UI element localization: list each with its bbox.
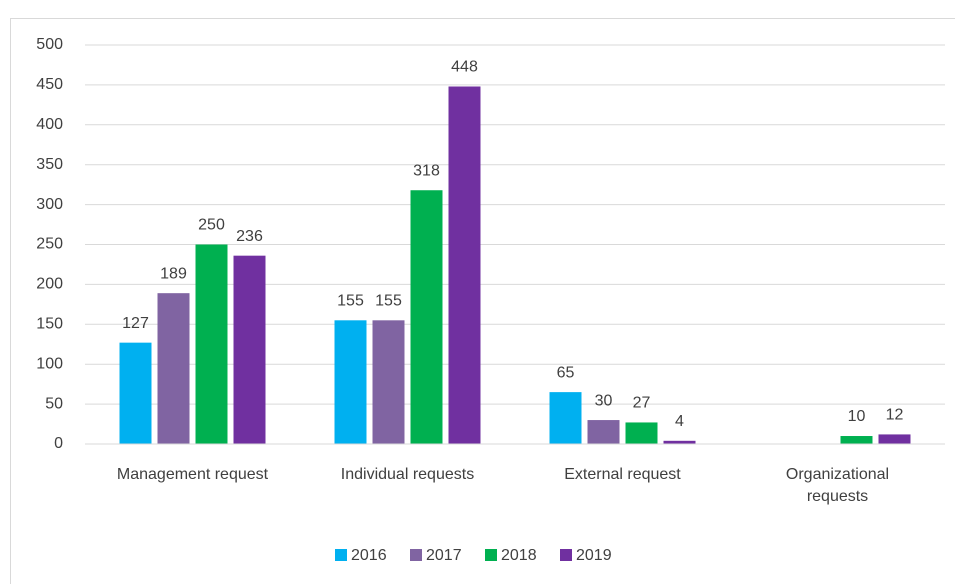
bar — [625, 422, 658, 444]
y-tick-label: 300 — [36, 196, 63, 213]
y-tick-label: 200 — [36, 276, 63, 293]
data-label: 30 — [595, 392, 613, 409]
legend-label: 2019 — [576, 547, 612, 564]
y-tick-label: 150 — [36, 316, 63, 333]
legend-swatch — [335, 549, 347, 561]
data-label: 4 — [675, 413, 684, 430]
data-label: 65 — [557, 364, 575, 381]
chart-border — [10, 18, 955, 584]
data-label: 250 — [198, 217, 225, 234]
y-tick-label: 350 — [36, 156, 63, 173]
data-label: 155 — [375, 293, 402, 310]
y-tick-label: 450 — [36, 76, 63, 93]
data-label: 127 — [122, 315, 149, 332]
data-label: 12 — [886, 407, 904, 424]
bar — [372, 320, 405, 444]
data-label: 448 — [451, 59, 478, 76]
bar — [663, 440, 696, 444]
data-label: 318 — [413, 162, 440, 179]
bar — [119, 342, 152, 444]
bar — [549, 392, 582, 444]
data-label: 155 — [337, 293, 364, 310]
data-label: 236 — [236, 228, 263, 245]
y-tick-label: 500 — [36, 36, 63, 53]
bar — [233, 255, 266, 444]
bar — [195, 244, 228, 444]
bar — [448, 86, 481, 444]
bar — [587, 420, 620, 444]
y-tick-label: 0 — [54, 435, 63, 452]
legend-swatch — [560, 549, 572, 561]
legend-label: 2016 — [351, 547, 387, 564]
y-tick-label: 250 — [36, 236, 63, 253]
bar — [840, 436, 873, 444]
data-label: 189 — [160, 265, 187, 282]
bar — [878, 434, 911, 444]
y-tick-label: 400 — [36, 116, 63, 133]
x-tick-label: Management request — [116, 466, 269, 483]
legend-label: 2018 — [501, 547, 537, 564]
y-tick-label: 50 — [45, 395, 63, 412]
legend-label: 2017 — [426, 547, 462, 564]
y-tick-label: 100 — [36, 355, 63, 372]
legend-swatch — [410, 549, 422, 561]
x-tick-label: Organizational requests — [785, 466, 890, 505]
x-tick-label: External request — [564, 466, 681, 483]
bar — [334, 320, 367, 444]
x-tick-label: Individual requests — [340, 466, 475, 483]
legend-swatch — [485, 549, 497, 561]
bar — [157, 293, 190, 444]
data-label: 27 — [633, 395, 651, 412]
bar — [410, 190, 443, 444]
data-label: 10 — [848, 408, 866, 425]
